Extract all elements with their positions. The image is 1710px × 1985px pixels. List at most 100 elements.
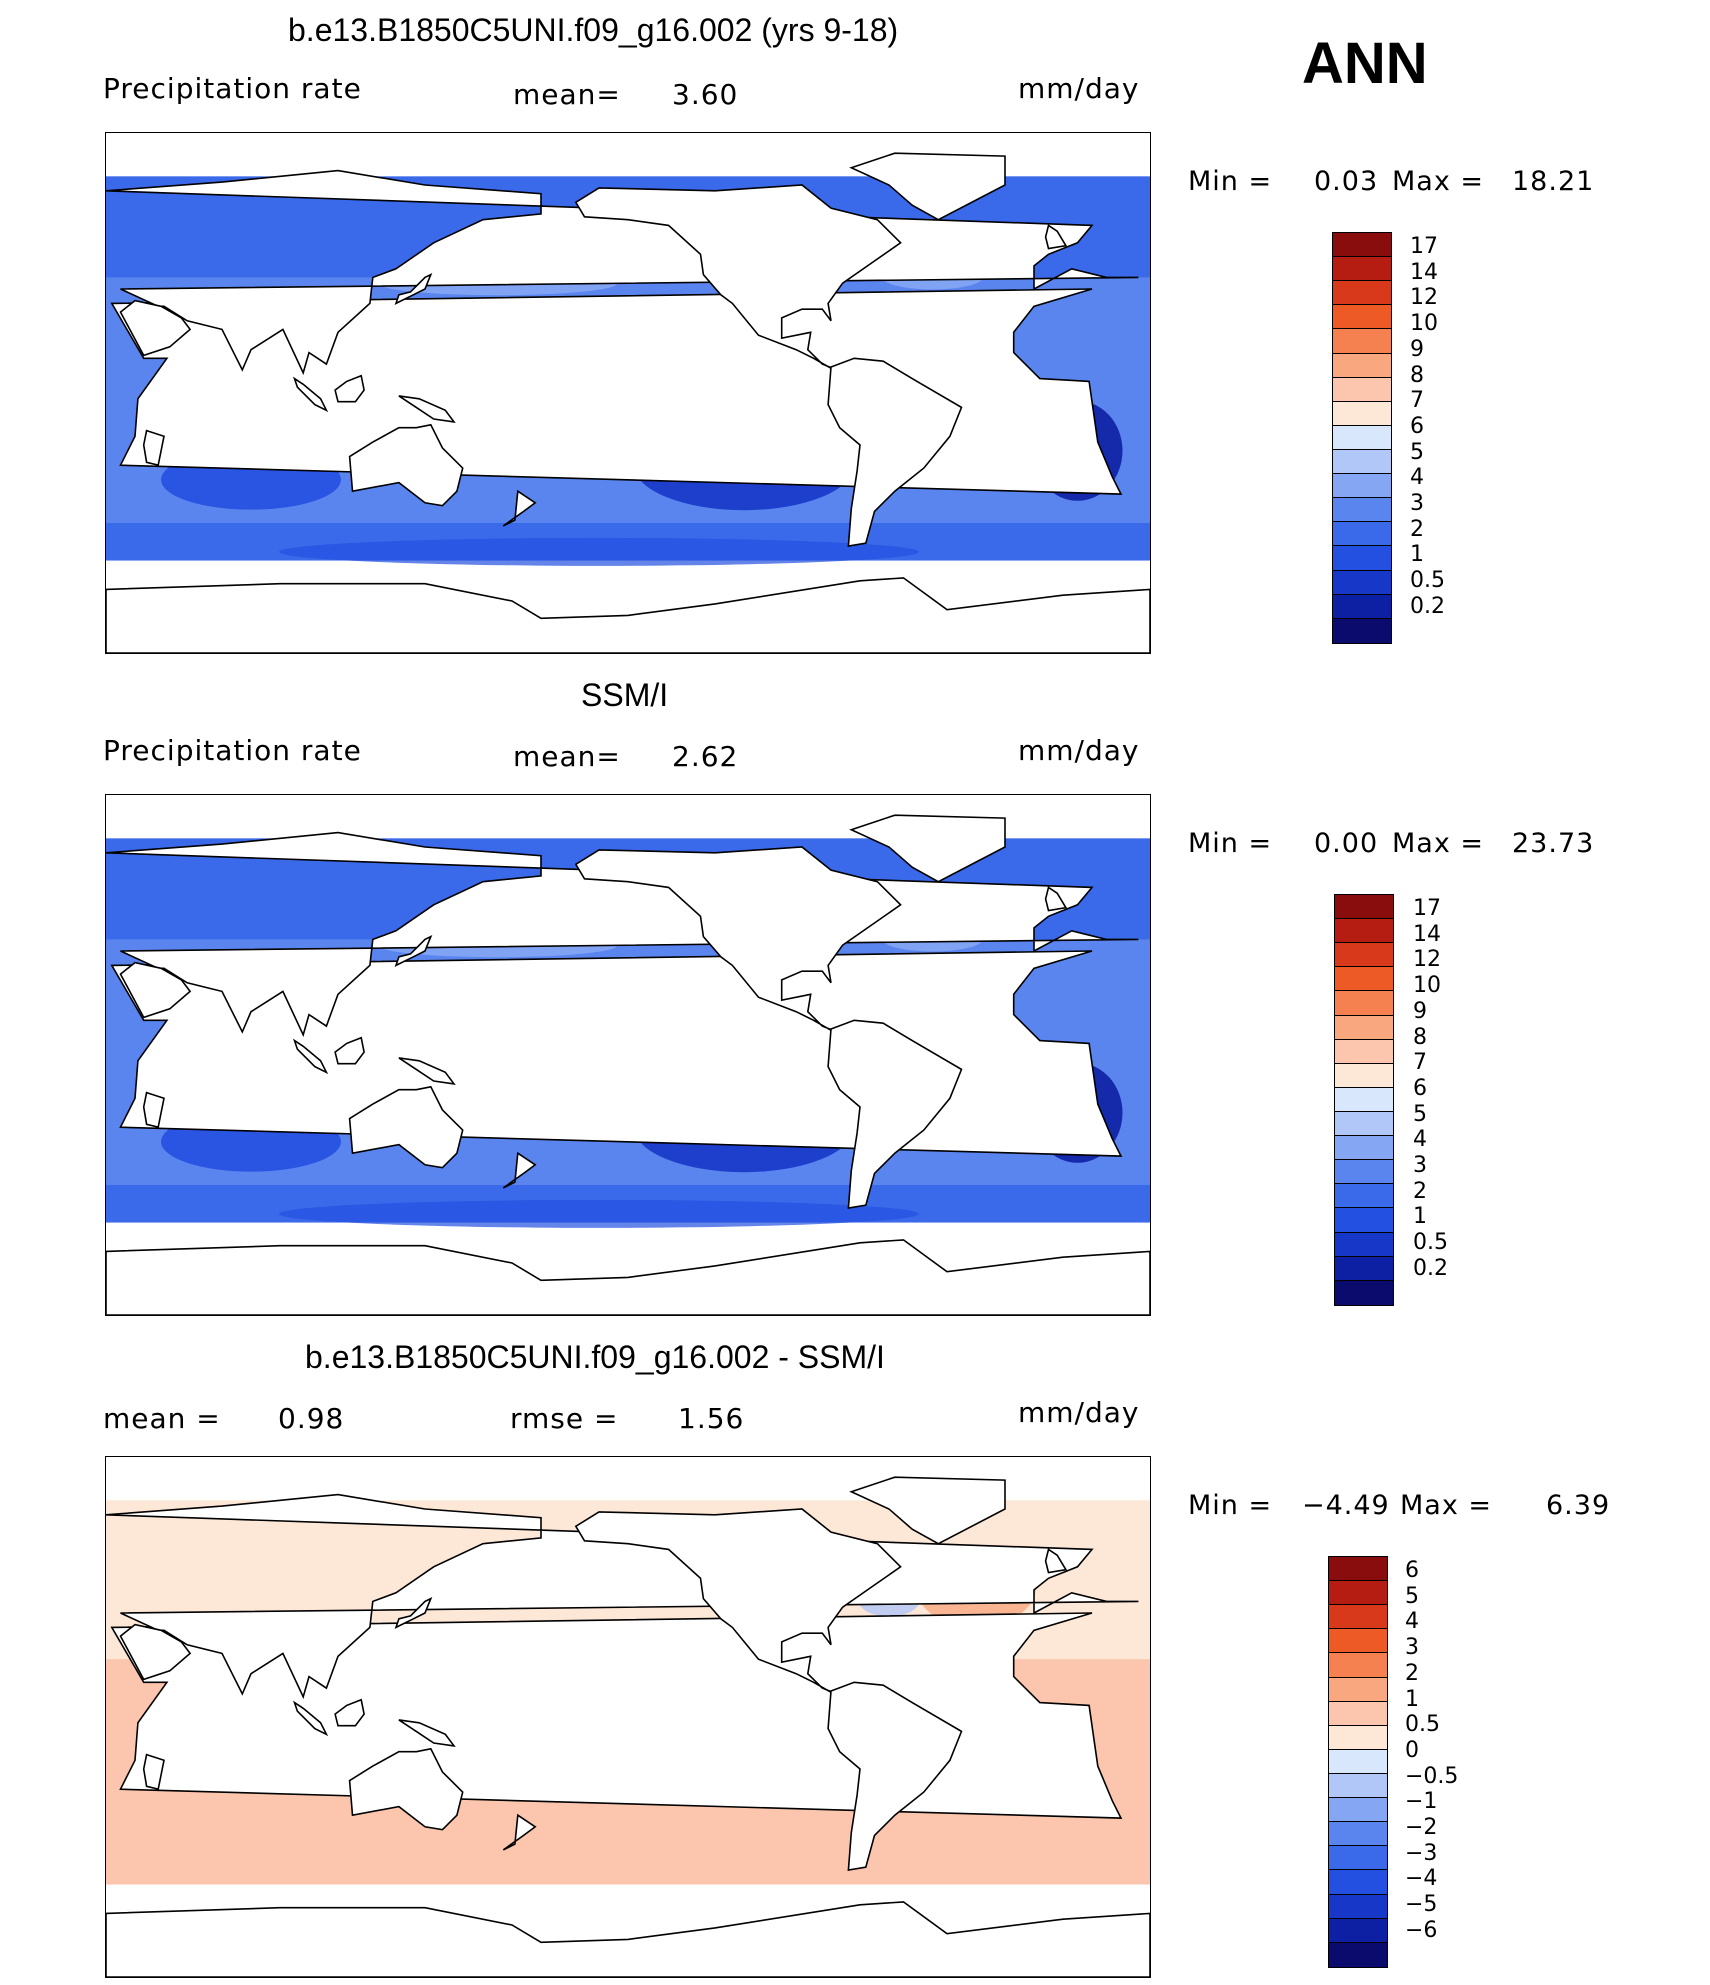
panel2-mean-label: mean= <box>513 740 621 773</box>
colorbar-tick-label: 10 <box>1413 973 1441 999</box>
map-shape <box>827 1681 963 1872</box>
colorbar-swatch <box>1333 522 1391 547</box>
colorbar-swatch <box>1329 1725 1387 1750</box>
panel3-max-value: 6.39 <box>1546 1490 1611 1521</box>
map-shape <box>119 299 192 357</box>
panel2-observed-precip-map <box>105 794 1151 1316</box>
colorbar-tick-label: 9 <box>1410 336 1424 362</box>
panel3-max-label: Max = <box>1400 1490 1493 1521</box>
colorbar-tick-label: 4 <box>1410 465 1424 491</box>
colorbar-tick-label: 7 <box>1413 1050 1427 1076</box>
map-shape <box>119 1623 192 1681</box>
colorbar-swatch <box>1333 546 1391 571</box>
colorbar-swatch <box>1333 377 1391 402</box>
map-shape <box>119 961 192 1019</box>
map-shape <box>142 1091 165 1129</box>
colorbar-tick-label: 5 <box>1413 1101 1427 1127</box>
colorbar-swatch <box>1333 570 1391 595</box>
map-shape <box>398 395 456 423</box>
panel2-max-label: Max = <box>1392 828 1485 859</box>
colorbar-tick-label: 6 <box>1410 413 1424 439</box>
colorbar-swatch <box>1335 1039 1393 1064</box>
map-shape <box>827 1019 963 1210</box>
map-shape <box>142 1753 165 1791</box>
colorbar-swatch <box>1333 353 1391 378</box>
colorbar-swatch <box>1335 1256 1393 1281</box>
panel3-colorbar <box>1328 1556 1388 1968</box>
colorbar-swatch <box>1335 1087 1393 1112</box>
map-shape <box>334 374 365 403</box>
map-shape <box>398 1719 456 1747</box>
season-label: ANN <box>1302 31 1428 96</box>
map-shape <box>574 1508 902 1695</box>
colorbar-swatch <box>1333 425 1391 450</box>
colorbar-tick-label: 3 <box>1410 491 1424 516</box>
panel3-rmse-value: 1.56 <box>678 1402 745 1435</box>
colorbar-swatch <box>1329 1773 1387 1799</box>
colorbar-swatch <box>1333 257 1391 282</box>
map-shape <box>106 577 1150 653</box>
map-shape <box>334 1698 365 1727</box>
colorbar-swatch <box>1335 1136 1393 1161</box>
panel2-variable-label: Precipitation rate <box>103 734 362 767</box>
panel3-difference-map <box>105 1456 1151 1978</box>
panel1-max-value: 18.21 <box>1512 166 1595 197</box>
map-shape <box>502 489 537 527</box>
colorbar-swatch <box>1335 991 1393 1016</box>
colorbar-swatch <box>1333 474 1391 499</box>
colorbar-swatch <box>1335 895 1393 920</box>
colorbar-swatch <box>1333 618 1391 643</box>
colorbar-tick-label: 5 <box>1410 439 1424 465</box>
colorbar-swatch <box>1335 1208 1393 1233</box>
colorbar-swatch <box>1335 1232 1393 1257</box>
map-shape <box>348 423 464 507</box>
panel2-colorbar <box>1334 894 1394 1306</box>
colorbar-tick-label: 0.2 <box>1413 1255 1448 1281</box>
panel3-title: b.e13.B1850C5UNI.f09_g16.002 - SSM/I <box>305 1339 885 1375</box>
colorbar-tick-label: 2 <box>1413 1178 1427 1204</box>
panel1-variable-label: Precipitation rate <box>103 72 362 105</box>
colorbar-tick-label: 6 <box>1405 1558 1419 1583</box>
colorbar-tick-label: 0.5 <box>1413 1230 1448 1256</box>
colorbar-tick-label: 2 <box>1410 516 1424 542</box>
colorbar-tick-label: −3 <box>1405 1840 1438 1866</box>
panel1-mean-value: 3.60 <box>672 78 739 111</box>
map-shape <box>849 1476 1006 1545</box>
panel2-min-label: Min = <box>1188 828 1273 859</box>
map-shape <box>106 1901 1150 1977</box>
colorbar-swatch <box>1335 1015 1393 1040</box>
colorbar-tick-label: −4 <box>1405 1866 1438 1892</box>
map-shape <box>394 934 433 967</box>
map-shape <box>394 1596 433 1629</box>
map-shape <box>1044 1548 1068 1574</box>
colorbar-tick-label: 14 <box>1413 921 1441 947</box>
map-shape <box>574 846 902 1033</box>
colorbar-swatch <box>1329 1605 1387 1630</box>
map-shape <box>1044 886 1068 912</box>
colorbar-swatch <box>1333 594 1391 619</box>
panel1-max-label: Max = <box>1392 166 1485 197</box>
map-shape <box>398 1057 456 1085</box>
map-shape <box>348 1085 464 1169</box>
colorbar-swatch <box>1335 1280 1393 1305</box>
map-shape <box>574 184 902 371</box>
panel3-mean-label: mean = <box>103 1402 221 1435</box>
colorbar-swatch <box>1329 1798 1387 1823</box>
map-shape <box>502 1813 537 1851</box>
map-shape <box>394 272 433 305</box>
colorbar-tick-label: 12 <box>1410 285 1438 311</box>
colorbar-swatch <box>1329 1701 1387 1726</box>
colorbar-tick-label: 4 <box>1405 1609 1419 1635</box>
colorbar-swatch <box>1333 305 1391 330</box>
colorbar-tick-label: 3 <box>1405 1635 1419 1661</box>
colorbar-tick-label: 1 <box>1413 1204 1427 1230</box>
panel1-model-precip-map <box>105 132 1151 654</box>
colorbar-tick-label: −6 <box>1405 1917 1438 1943</box>
colorbar-swatch <box>1329 1894 1387 1919</box>
panel1-min-value: 0.03 <box>1314 166 1379 197</box>
colorbar-tick-label: −0.5 <box>1405 1763 1459 1789</box>
map-shape <box>502 1151 537 1189</box>
colorbar-tick-label: 8 <box>1410 362 1424 388</box>
colorbar-swatch <box>1329 1749 1387 1774</box>
colorbar-swatch <box>1329 1942 1387 1967</box>
